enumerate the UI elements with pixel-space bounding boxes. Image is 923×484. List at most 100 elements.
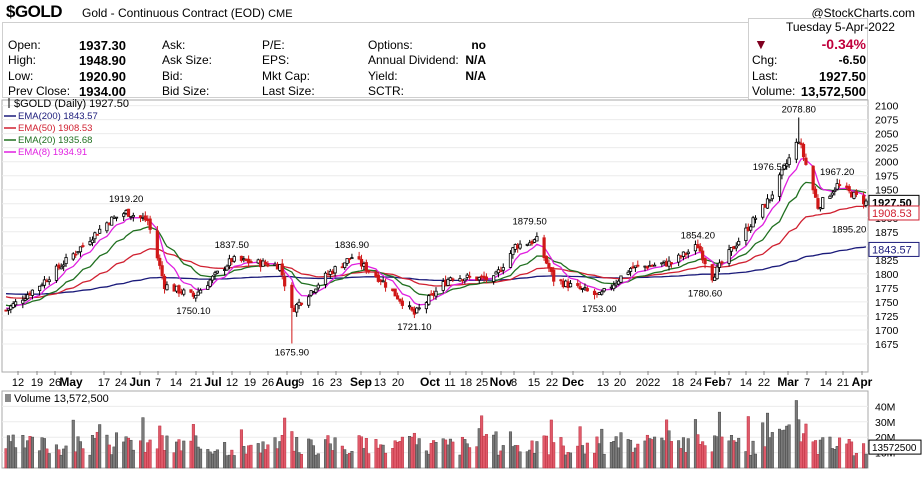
candle-body: [787, 157, 791, 165]
price-annotation: 1967.20: [820, 167, 854, 178]
x-tick-label: Sep: [350, 375, 372, 389]
x-tick-label: 19: [244, 377, 256, 389]
candle-body: [568, 283, 573, 288]
volume-bar: [545, 435, 549, 469]
candle-body: [780, 169, 784, 176]
y-tick-label: 1825: [875, 255, 899, 267]
y-tick-label: 2075: [875, 115, 899, 127]
legend-entry: EMA(50) 1908.53: [18, 123, 92, 134]
candle-body: [729, 247, 734, 252]
candle-body: [395, 295, 400, 300]
candle-body: [684, 253, 688, 256]
price-annotation: 1675.90: [275, 347, 309, 358]
candle-body: [247, 258, 251, 264]
candle-body: [864, 200, 868, 206]
price-annotation: 1837.50: [215, 240, 249, 251]
candle-body: [811, 165, 815, 191]
candle-body: [785, 163, 789, 167]
volume-legend-icon: [5, 394, 11, 402]
quote-value: N/A: [465, 53, 486, 67]
candle-body: [30, 289, 35, 296]
x-tick-label: 2022: [636, 377, 660, 389]
price-plot-frame: [1, 99, 869, 373]
candle-body: [518, 243, 522, 249]
candle-body: [74, 253, 78, 256]
candle-body: [602, 288, 606, 292]
candle-body: [628, 268, 633, 272]
price-annotation: 1879.50: [513, 216, 547, 227]
candle-body: [6, 308, 11, 311]
volume-bar: [350, 451, 354, 469]
price-annotation: 1854.20: [681, 230, 715, 241]
volume-bar: [316, 453, 320, 469]
candle-body: [21, 299, 25, 304]
x-tick-label: Feb: [704, 375, 725, 389]
volume-bar: [115, 432, 119, 469]
candle-body: [619, 275, 623, 283]
candle-body: [701, 250, 705, 261]
candle-body: [42, 279, 47, 286]
candle-body: [59, 266, 63, 270]
legend-entry: EMA(20) 1935.68: [18, 135, 92, 146]
candle-body: [364, 262, 368, 272]
volume-bar: [552, 442, 556, 469]
candle-body: [26, 294, 30, 300]
volume-bar: [804, 423, 808, 469]
quote-label: SCTR:: [368, 84, 404, 98]
x-tick-label: Mar: [777, 375, 799, 389]
candle-body: [88, 241, 92, 246]
x-tick-label: Jun: [129, 375, 150, 389]
price-annotation: 1721.10: [397, 322, 431, 333]
candle-body: [307, 296, 311, 306]
candle-body: [343, 262, 347, 269]
candle-body: [11, 303, 15, 308]
candle-body: [710, 264, 714, 281]
volume-bar: [283, 417, 287, 469]
candle-body: [208, 279, 212, 287]
quote-header: $GOLD Gold - Continuous Contract (EOD) C…: [0, 0, 923, 100]
candle-body: [847, 186, 851, 192]
quote-label: P/E:: [262, 38, 285, 52]
volume-bar: [787, 424, 791, 469]
volume-bar: [141, 417, 145, 469]
candle-body: [727, 249, 731, 264]
volume-tick-label: 40M: [875, 401, 895, 413]
y-tick-label: 2100: [875, 101, 899, 113]
candle-body: [451, 278, 455, 281]
candle-body: [804, 157, 808, 165]
candle-body: [477, 277, 481, 281]
x-tick-label: 26: [262, 377, 274, 389]
x-tick-label: 24: [690, 377, 702, 389]
candles: [4, 117, 868, 344]
candle-body: [143, 215, 147, 221]
volume-bar: [653, 436, 657, 469]
volume-bar: [199, 448, 203, 469]
volume-bar: [703, 445, 707, 469]
candle-body: [508, 253, 513, 268]
volume-bar: [602, 453, 606, 469]
volume-legend: Volume 13,572,500: [14, 393, 109, 405]
quote-label: EPS:: [262, 53, 290, 67]
x-tick-label: 22: [546, 377, 558, 389]
volume-last-box: [868, 439, 922, 455]
volume-bar: [64, 445, 68, 469]
candle-body: [542, 237, 546, 259]
brand-link[interactable]: @StockCharts.com: [811, 6, 915, 20]
candle-body: [816, 198, 820, 209]
x-tick-label: Nov: [490, 375, 513, 389]
candle-body: [350, 257, 354, 259]
candle-body: [552, 269, 556, 282]
quote-label: Volume:: [752, 84, 796, 98]
candle-body: [323, 272, 328, 285]
y-tick-label: 1725: [875, 311, 899, 323]
volume-bar: [131, 449, 135, 469]
volume-bar: [299, 454, 303, 469]
x-tick-label: 15: [528, 377, 540, 389]
down-arrow-icon: ▼: [754, 36, 768, 52]
volume-bar: [364, 438, 368, 469]
volume-bar: [434, 442, 438, 469]
candle-body: [110, 216, 114, 226]
candle-body: [333, 266, 337, 274]
